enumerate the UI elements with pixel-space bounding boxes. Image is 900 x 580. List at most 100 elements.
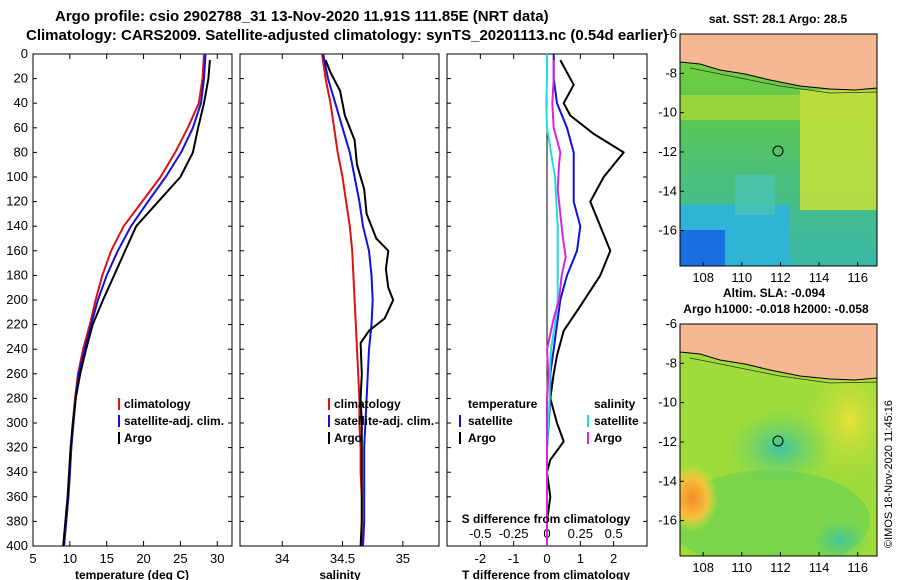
x-tick-label: 34 [275, 551, 289, 566]
x-tick-label: -2 [475, 551, 487, 566]
legend-t-argo-label: Argo [468, 431, 496, 445]
depth-tick-label: 80 [14, 144, 28, 159]
s-tick-label: 0.25 [568, 526, 593, 541]
legend-satellite-label: satellite-adj. clim. [124, 414, 224, 428]
map-y-tick-label: -14 [658, 473, 677, 488]
salinity-legend: climatology satellite-adj. clim. Argo [328, 397, 434, 445]
title-line-1: Argo profile: csio 2902788_31 13-Nov-202… [55, 8, 549, 25]
x-tick-label: 10 [63, 551, 77, 566]
depth-tick-label: 200 [6, 292, 28, 307]
x-tick-label: -1 [508, 551, 520, 566]
temperature-xlabel: temperature (deg C) [75, 568, 189, 580]
depth-tick-label: 220 [6, 317, 28, 332]
sst-cool-channel [735, 175, 775, 215]
map-y-tick-label: -10 [658, 105, 677, 120]
legend-argo-label: Argo [334, 431, 362, 445]
difference-s-xlabel: S difference from climatology [462, 512, 631, 526]
legend-temperature-title: temperature [468, 397, 538, 411]
map-x-tick-label: 116 [847, 560, 868, 575]
map-x-tick-label: 116 [847, 270, 868, 285]
map-y-tick-label: -12 [658, 434, 677, 449]
temperature-legend: climatology satellite-adj. clim. Argo [118, 397, 224, 445]
map-y-tick-label: -16 [658, 513, 677, 528]
sla-cyan-eddy [728, 410, 832, 486]
x-tick-label: 20 [136, 551, 150, 566]
x-tick-label: 1 [577, 551, 584, 566]
depth-tick-label: 140 [6, 218, 28, 233]
legend-climatology-label: climatology [124, 397, 191, 411]
depth-tick-label: 20 [14, 71, 28, 86]
depth-tick-label: 340 [6, 464, 28, 479]
salinity-xlabel: salinity [319, 568, 361, 580]
x-tick-label: 30 [210, 551, 224, 566]
salinity-series-argo [324, 59, 395, 547]
sst-land-java [680, 34, 877, 91]
legend-climatology-label: climatology [334, 397, 401, 411]
x-tick-label: 5 [29, 551, 36, 566]
sla-coast-line [689, 357, 877, 384]
depth-tick-label: 60 [14, 120, 28, 135]
map-x-tick-label: 112 [770, 560, 791, 575]
sla-cyan-eddy-south [810, 518, 870, 556]
depth-tick-label: 260 [6, 366, 28, 381]
sla-map-frame [679, 323, 878, 557]
difference-series-t-satellite [546, 54, 582, 546]
difference-legend: temperature satellite Argo salinity sate… [459, 397, 639, 445]
sla-map-title-2: Argo h1000: -0.018 h2000: -0.058 [683, 302, 869, 316]
legend-t-satellite-label: satellite [468, 414, 513, 428]
temperature-series-climatology [63, 53, 205, 547]
depth-tick-label: 0 [21, 46, 28, 61]
map-x-tick-label: 110 [731, 270, 752, 285]
map-y-tick-label: -10 [658, 395, 677, 410]
depth-tick-label: 40 [14, 95, 28, 110]
depth-tick-label: 280 [6, 390, 28, 405]
map-x-tick-label: 110 [731, 560, 752, 575]
x-tick-label: 15 [99, 551, 113, 566]
sst-warm-patch-east [800, 90, 877, 210]
depth-tick-label: 120 [6, 194, 28, 209]
temperature-series-satellite-adj-clim [63, 53, 207, 547]
map-x-tick-label: 112 [770, 270, 791, 285]
temperature-panel-frame [32, 53, 233, 547]
difference-series-s-argo [546, 60, 567, 546]
legend-satellite-label: satellite-adj. clim. [334, 414, 434, 428]
sst-cold-patch [680, 230, 725, 266]
sla-map-title-1: Altim. SLA: -0.094 [723, 286, 825, 300]
legend-s-argo-label: Argo [594, 431, 622, 445]
map-x-tick-label: 108 [692, 270, 714, 285]
x-tick-label: 34.5 [330, 551, 355, 566]
sla-map [680, 324, 877, 556]
sst-warm-patch-north [680, 95, 800, 120]
difference-plot: -2 -1 0 1 2-0.5 -0.25 0 0.25 0.5 [469, 54, 625, 566]
sst-map [680, 34, 877, 266]
salinity-series-satellite-adj-clim [322, 53, 374, 547]
depth-tick-label: 300 [6, 415, 28, 430]
salinity-series-climatology [321, 53, 363, 546]
sst-map-frame [679, 33, 878, 267]
sla-argo-marker [772, 435, 784, 447]
depth-tick-label: 240 [6, 341, 28, 356]
map-y-tick-label: -6 [665, 316, 677, 331]
x-tick-label: 2 [610, 551, 617, 566]
map-y-tick-label: -14 [658, 183, 677, 198]
sst-argo-marker [772, 145, 784, 157]
x-tick-label: 25 [173, 551, 187, 566]
sla-orange-eddy [680, 464, 718, 532]
depth-tick-label: 360 [6, 489, 28, 504]
s-tick-label: -0.5 [469, 526, 491, 541]
sst-map-axes: 108 110 112 114 116 -6 -8 -10 -12 -14 -16 [658, 26, 868, 285]
sla-land-java [680, 324, 877, 381]
depth-tick-label: 100 [6, 169, 28, 184]
map-y-tick-label: -8 [665, 65, 677, 80]
salinity-plot: 34 34.5 35 [275, 53, 410, 566]
map-y-tick-label: -16 [658, 223, 677, 238]
salinity-panel-frame [239, 53, 440, 547]
legend-s-satellite-label: satellite [594, 414, 639, 428]
map-x-tick-label: 114 [809, 560, 830, 575]
difference-series-t-argo [546, 59, 625, 546]
depth-tick-label: 160 [6, 243, 28, 258]
x-tick-label: 0 [543, 551, 550, 566]
s-tick-label: -0.25 [499, 526, 529, 541]
map-y-tick-label: -12 [658, 144, 677, 159]
map-x-tick-label: 108 [692, 560, 714, 575]
